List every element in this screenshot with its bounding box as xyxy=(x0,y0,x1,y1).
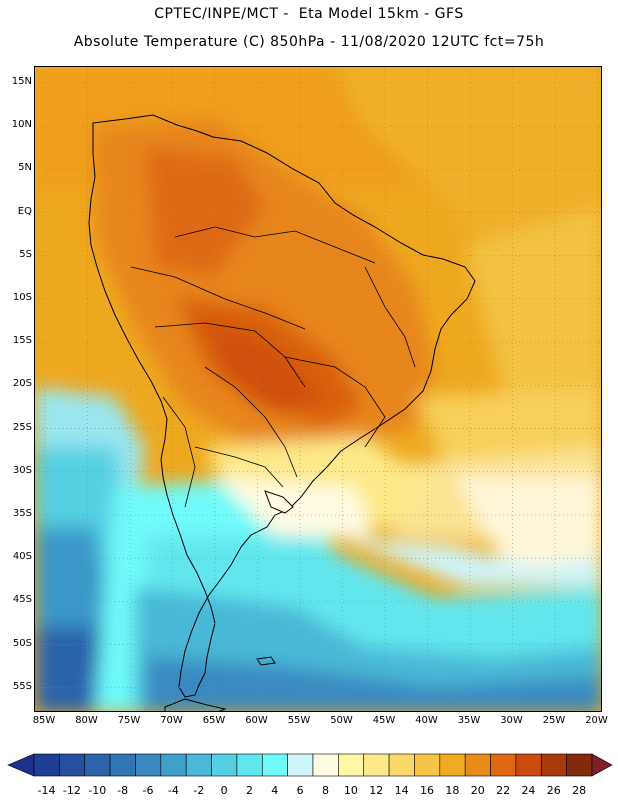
colorbar-label: 14 xyxy=(394,784,409,797)
falklands-outline xyxy=(256,656,276,666)
colorbar-label: -6 xyxy=(142,784,154,797)
lon-label: 45W xyxy=(372,715,396,726)
colorbar-bin xyxy=(540,753,567,777)
colorbar-label: 20 xyxy=(470,784,485,797)
graticule xyxy=(35,67,601,711)
colorbar-label: 28 xyxy=(572,784,587,797)
colorbar-bin xyxy=(515,753,542,777)
lon-label: 80W xyxy=(75,715,98,726)
lon-label: 25W xyxy=(542,715,566,726)
colorbar-bin xyxy=(33,753,60,777)
colorbar-label: 8 xyxy=(322,784,330,797)
colorbar-label: -12 xyxy=(62,784,81,797)
colorbar-bin xyxy=(185,753,212,777)
continent-outline xyxy=(88,114,476,698)
lat-label: 15N xyxy=(11,76,32,87)
lat-label: 10S xyxy=(12,292,32,303)
colorbar-bin xyxy=(160,753,187,777)
lon-label: 50W xyxy=(330,715,353,726)
colorbar-label: -8 xyxy=(117,784,129,797)
temperature-map[interactable] xyxy=(34,66,602,712)
colorbar-label: 2 xyxy=(245,784,253,797)
lon-label: 65W xyxy=(202,715,226,726)
lat-label: 30S xyxy=(12,464,32,476)
lat-label: 35S xyxy=(12,508,32,519)
colorbar-label: -4 xyxy=(167,784,179,797)
colorbar-label: 10 xyxy=(343,784,358,797)
colorbar-bin xyxy=(414,753,441,777)
colorbar-label: 16 xyxy=(419,784,434,797)
colorbar-bin xyxy=(84,753,111,777)
lat-label: 50S xyxy=(12,637,32,649)
lat-label: 5N xyxy=(18,162,32,174)
lon-label: 40W xyxy=(415,715,438,726)
colorbar-bin xyxy=(566,753,593,777)
lat-label: 45S xyxy=(12,594,32,606)
colorbar-bin xyxy=(211,753,238,777)
lon-label: 70W xyxy=(160,715,183,726)
lat-label: 25S xyxy=(12,421,32,433)
colorbar-label: 18 xyxy=(445,784,460,797)
tierra-del-fuego-outline xyxy=(164,698,227,711)
country-borders xyxy=(130,226,416,508)
lat-label: 20S xyxy=(12,378,32,390)
colorbar-over-arrow xyxy=(591,753,613,777)
colorbar-label: 24 xyxy=(521,784,536,797)
colorbar-under-arrow xyxy=(7,753,35,777)
lon-label: 75W xyxy=(117,715,141,726)
lat-label: 10N xyxy=(11,119,32,131)
colorbar-bin xyxy=(109,753,136,777)
colorbar-bin xyxy=(236,753,263,777)
map-subtitle: Absolute Temperature (C) 850hPa - 11/08/… xyxy=(73,34,545,50)
colorbar-label: 12 xyxy=(369,784,384,797)
colorbar-label: 4 xyxy=(271,784,279,797)
colorbar-label: -2 xyxy=(193,784,205,797)
colorbar-bin xyxy=(464,753,491,777)
colorbar-bin xyxy=(363,753,390,777)
colorbar-label: 22 xyxy=(496,784,511,797)
lat-label: 5S xyxy=(19,248,32,260)
lon-label: 85W xyxy=(32,715,56,726)
colorbar-bin xyxy=(261,753,288,777)
lon-label: 35W xyxy=(457,715,481,726)
temperature-field xyxy=(35,67,601,711)
map-title: CPTEC/INPE/MCT - Eta Model 15km - GFS xyxy=(154,6,464,22)
colorbar-label: -14 xyxy=(37,784,56,797)
lon-label: 60W xyxy=(245,715,268,726)
lat-label: 40S xyxy=(12,551,32,563)
colorbar-bin xyxy=(287,753,314,777)
lat-label: 15S xyxy=(12,335,32,347)
colorbar-bin xyxy=(59,753,86,777)
colorbar-bin xyxy=(388,753,415,777)
lon-label: 30W xyxy=(500,715,523,726)
lon-label: 55W xyxy=(287,715,311,726)
colorbar-label: 0 xyxy=(220,784,228,797)
colorbar-bin xyxy=(338,753,365,777)
colorbar-bin xyxy=(439,753,466,777)
colorbar-label: 26 xyxy=(546,784,561,797)
colorbar-bin xyxy=(135,753,162,777)
colorbar-bin xyxy=(312,753,339,777)
colorbar-label: 6 xyxy=(296,784,304,797)
lat-label: EQ xyxy=(17,205,32,217)
lat-label: 55S xyxy=(12,680,32,692)
colorbar xyxy=(7,753,613,777)
lon-label: 20W xyxy=(585,715,608,726)
river-plate-outline xyxy=(264,490,294,514)
colorbar-bin xyxy=(490,753,517,777)
colorbar-label: -10 xyxy=(88,784,107,797)
